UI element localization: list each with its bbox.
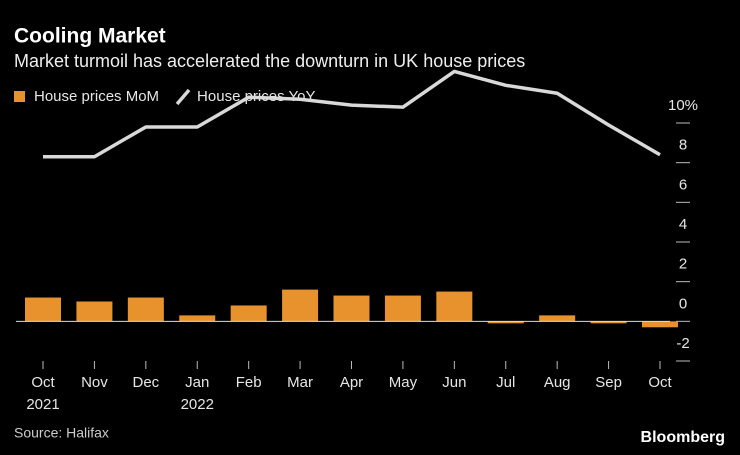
bar — [282, 289, 319, 322]
x-year-label: 2022 — [181, 396, 214, 413]
y-tick-label: 2 — [679, 256, 687, 273]
x-tick-label: Aug — [544, 374, 571, 391]
y-tick-label: 4 — [679, 216, 687, 233]
bar — [436, 291, 473, 322]
chart-title: Cooling Market — [14, 25, 166, 48]
bar — [230, 305, 267, 322]
source: Source: Halifax — [14, 425, 109, 441]
y-tick-label: 0 — [679, 295, 687, 312]
x-tick-label: Jun — [442, 374, 466, 391]
x-tick-label: Apr — [340, 374, 363, 391]
x-tick-label: Jul — [496, 374, 515, 391]
bar — [384, 295, 421, 322]
legend-swatch — [175, 88, 191, 106]
bar — [127, 297, 164, 322]
y-tick-label: 10% — [668, 97, 698, 114]
bar — [76, 301, 113, 322]
x-tick-label: Jan — [185, 374, 209, 391]
x-tick-label: Mar — [287, 374, 313, 391]
line — [43, 69, 661, 159]
x-tick-label: May — [389, 374, 418, 391]
bar — [539, 315, 576, 322]
bar — [487, 321, 524, 324]
x-tick-label: Oct — [31, 374, 55, 391]
bar — [25, 297, 61, 322]
y-tick-label: 8 — [679, 137, 687, 154]
x-tick-label: Sep — [595, 374, 622, 391]
bar — [179, 315, 216, 322]
x-tick-label: Dec — [132, 374, 159, 391]
brand: Bloomberg — [641, 429, 725, 446]
bar — [642, 321, 678, 328]
y-tick-label: 6 — [679, 176, 687, 193]
x-tick-label: Oct — [648, 374, 672, 391]
bar — [590, 321, 627, 324]
x-year-label: 2021 — [26, 396, 59, 413]
x-tick-label: Nov — [81, 374, 108, 391]
x-tick-label: Feb — [236, 374, 262, 391]
bar — [333, 295, 370, 322]
legend-label: House prices MoM — [34, 88, 159, 105]
legend-swatch — [14, 91, 25, 102]
y-tick-label: -2 — [676, 335, 689, 352]
chart-subtitle: Market turmoil has accelerated the downt… — [14, 51, 525, 71]
